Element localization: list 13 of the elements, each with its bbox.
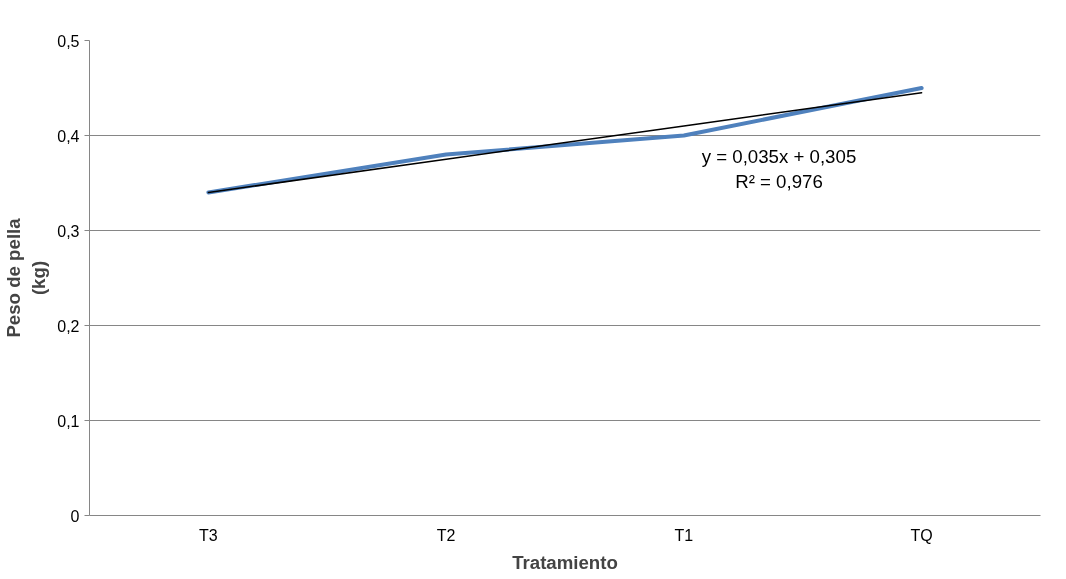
y-tick-label: 0,5 [57,32,80,50]
y-tick-label: 0,2 [57,317,80,335]
y-tick-label: 0,4 [57,127,80,145]
x-tick-label: TQ [910,526,933,544]
x-tick-label: T2 [436,526,456,544]
annotation: y = 0,035x + 0,305 R² = 0,976 [701,145,857,192]
y-tick-label: 0 [70,507,80,525]
x-tick-label: T3 [199,526,218,544]
x-tick-label: T1 [674,526,694,544]
x-axis-title: Tratamiento [512,551,618,573]
y-tick-label: 0,1 [57,412,80,430]
y-tick-label: 0,3 [57,222,80,240]
y-axis-title: Peso de pella (kg) [3,217,50,338]
